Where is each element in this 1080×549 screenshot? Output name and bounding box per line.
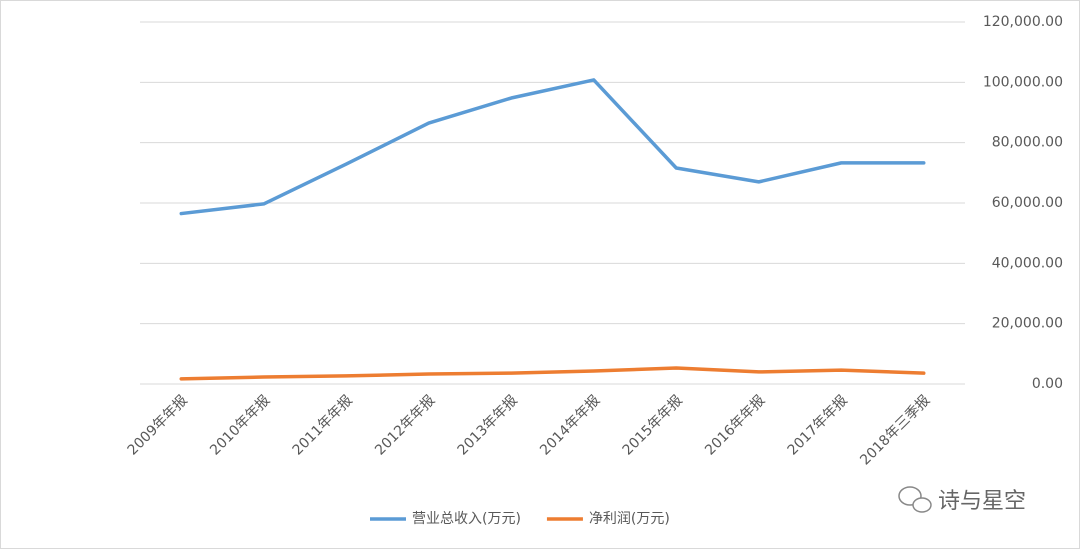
watermark-icon: [912, 497, 932, 513]
legend-label: 营业总收入(万元): [412, 511, 521, 527]
watermark-text: 诗与星空: [938, 489, 1026, 514]
y-tick-label: 20,000.00: [992, 316, 1063, 332]
series-line: [179, 366, 926, 381]
watermark-icon: [898, 486, 922, 506]
y-tick-label: 100,000.00: [983, 74, 1063, 90]
y-tick-label: 80,000.00: [992, 135, 1063, 151]
y-tick-label: 40,000.00: [992, 255, 1063, 271]
legend-label: 净利润(万元): [589, 511, 670, 527]
y-tick-label: 120,000.00: [983, 14, 1063, 30]
series-line: [179, 78, 926, 216]
watermark: 诗与星空: [898, 486, 1026, 514]
y-tick-label: 0.00: [1032, 376, 1063, 392]
y-tick-label: 60,000.00: [992, 195, 1063, 211]
